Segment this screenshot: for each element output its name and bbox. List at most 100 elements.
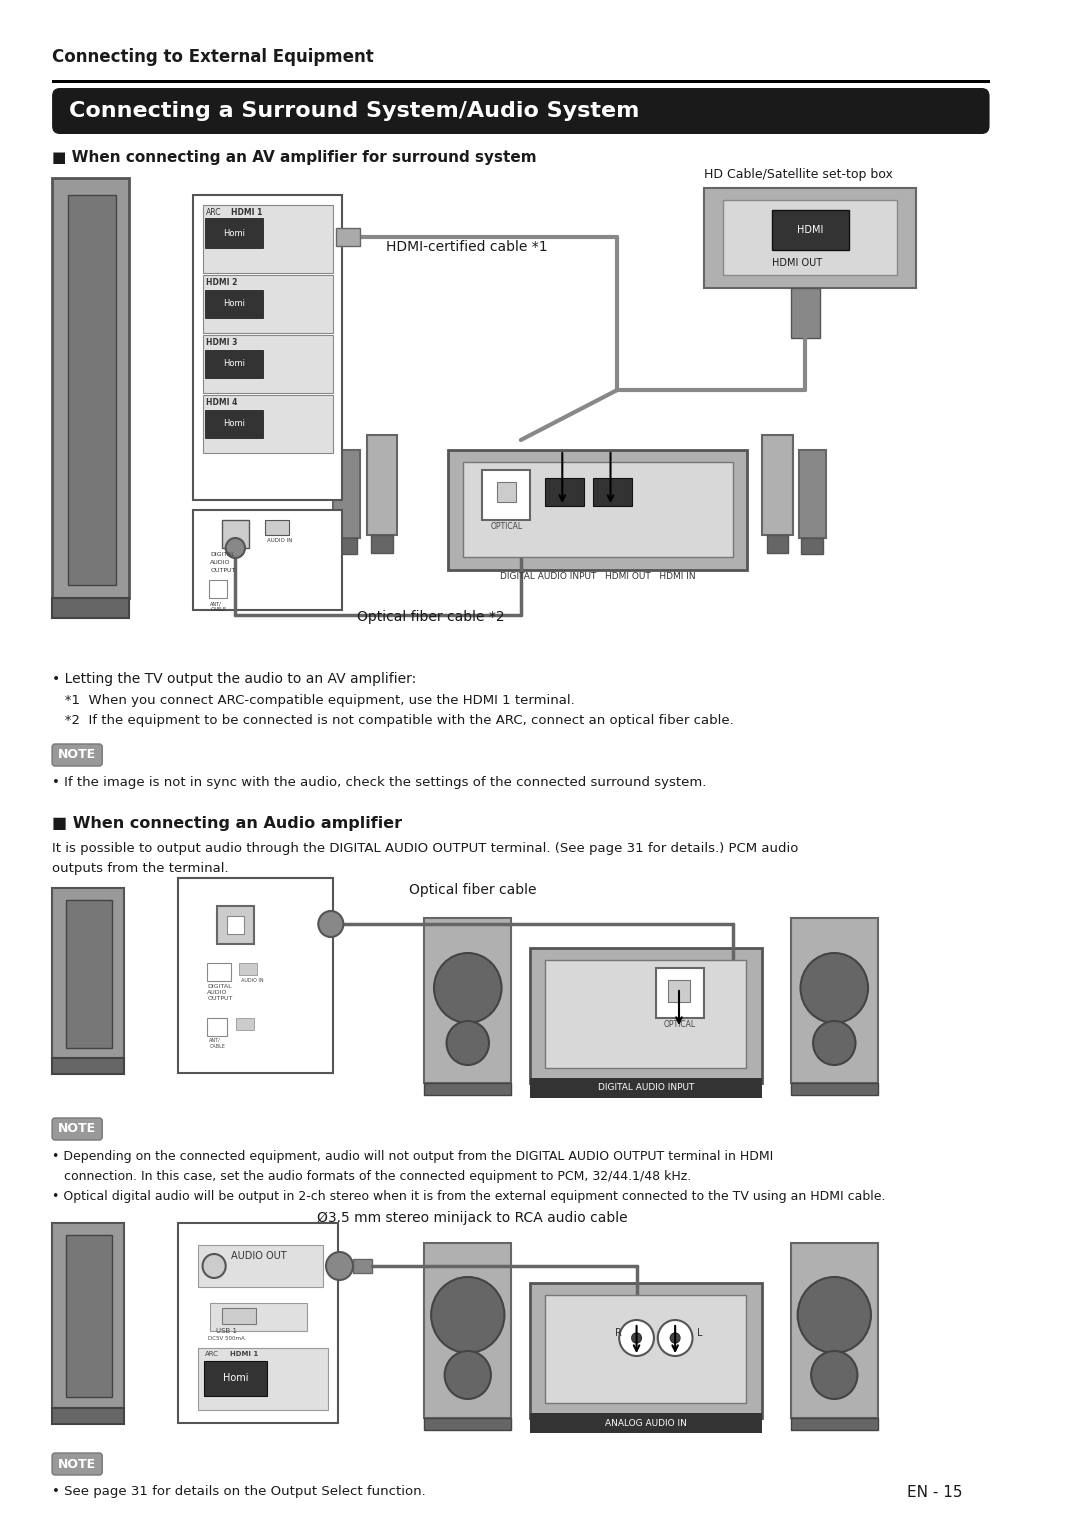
Text: Homi: Homi (224, 359, 245, 368)
Circle shape (434, 953, 501, 1023)
Bar (798, 450, 825, 538)
Bar (333, 450, 360, 538)
Text: OUTPUT: OUTPUT (211, 568, 235, 573)
Bar (424, 1243, 511, 1419)
Bar (207, 964, 231, 980)
Bar (52, 79, 989, 82)
Text: HDMI: HDMI (797, 224, 823, 235)
Text: HDMI 3: HDMI 3 (206, 337, 238, 347)
Bar (52, 599, 130, 618)
Bar (530, 948, 762, 1083)
Bar (204, 1361, 267, 1396)
Bar (336, 538, 356, 554)
Bar (52, 179, 130, 599)
Bar (221, 521, 248, 548)
Text: Homi: Homi (224, 420, 245, 429)
Bar (545, 478, 583, 505)
Text: DIGITAL: DIGITAL (211, 551, 234, 557)
FancyBboxPatch shape (52, 89, 989, 134)
Bar (221, 1309, 256, 1324)
FancyBboxPatch shape (52, 744, 103, 767)
Bar (52, 1058, 124, 1073)
Bar (530, 1412, 762, 1432)
Circle shape (658, 1319, 692, 1356)
Text: Homi: Homi (224, 229, 245, 238)
Bar (366, 435, 397, 534)
Bar (239, 964, 257, 976)
Bar (52, 1223, 124, 1408)
FancyBboxPatch shape (52, 1454, 103, 1475)
Text: Homi: Homi (222, 1373, 248, 1383)
Text: • Depending on the connected equipment, audio will not output from the DIGITAL A: • Depending on the connected equipment, … (52, 1150, 773, 1164)
Text: Homi: Homi (224, 299, 245, 308)
Text: AUDIO OUT: AUDIO OUT (231, 1251, 287, 1261)
Bar (203, 275, 333, 333)
Text: DIGITAL AUDIO INPUT: DIGITAL AUDIO INPUT (598, 1084, 694, 1092)
Text: *2  If the equipment to be connected is not compatible with the ARC, connect an : *2 If the equipment to be connected is n… (52, 715, 733, 727)
Text: ARC: ARC (206, 208, 221, 217)
Bar (372, 534, 392, 553)
Bar (178, 1223, 338, 1423)
Bar (203, 395, 333, 454)
Text: ■ When connecting an Audio amplifier: ■ When connecting an Audio amplifier (52, 815, 402, 831)
Bar (205, 290, 264, 318)
Circle shape (446, 1022, 489, 1064)
Bar (68, 195, 116, 585)
Text: AUDIO: AUDIO (211, 560, 231, 565)
Text: It is possible to output audio through the DIGITAL AUDIO OUTPUT terminal. (See p: It is possible to output audio through t… (52, 841, 798, 855)
Text: AUDIO IN: AUDIO IN (267, 538, 293, 544)
Circle shape (671, 1333, 680, 1344)
Bar (66, 899, 112, 1048)
Text: ANT/
CABLE: ANT/ CABLE (211, 602, 226, 612)
Text: *1  When you connect ARC-compatible equipment, use the HDMI 1 terminal.: *1 When you connect ARC-compatible equip… (52, 693, 575, 707)
Bar (791, 918, 878, 1083)
Bar (336, 228, 360, 246)
Bar (724, 200, 897, 275)
Bar (762, 435, 793, 534)
Bar (424, 1083, 511, 1095)
Bar (66, 1235, 112, 1397)
Text: NOTE: NOTE (58, 1122, 96, 1136)
Bar (424, 918, 511, 1083)
Circle shape (431, 1277, 504, 1353)
Bar (198, 1245, 323, 1287)
Text: HDMI 4: HDMI 4 (206, 399, 238, 408)
Bar (203, 205, 333, 273)
Bar (771, 211, 849, 250)
Circle shape (619, 1319, 653, 1356)
Bar (656, 968, 704, 1019)
Bar (178, 878, 333, 1073)
Text: • If the image is not in sync with the audio, check the settings of the connecte: • If the image is not in sync with the a… (52, 776, 706, 789)
Bar (217, 906, 254, 944)
Bar (497, 483, 516, 502)
Bar (193, 195, 342, 499)
Text: OPTICAL: OPTICAL (490, 522, 523, 531)
Bar (801, 538, 823, 554)
Bar (52, 889, 124, 1058)
Bar (198, 1348, 328, 1409)
Bar (593, 478, 632, 505)
Text: NOTE: NOTE (58, 748, 96, 762)
Bar (791, 1083, 878, 1095)
Text: DC5V 500mA: DC5V 500mA (208, 1336, 245, 1341)
Circle shape (445, 1351, 491, 1399)
Circle shape (798, 1277, 870, 1353)
Text: AUDIO IN: AUDIO IN (241, 977, 264, 983)
Text: connection. In this case, set the audio formats of the connected equipment to PC: connection. In this case, set the audio … (52, 1170, 691, 1183)
Text: Connecting a Surround System/Audio System: Connecting a Surround System/Audio Syste… (69, 101, 639, 121)
Text: R: R (616, 1328, 622, 1338)
Bar (211, 1303, 307, 1332)
Text: OPTICAL: OPTICAL (664, 1020, 696, 1029)
Bar (205, 350, 264, 379)
Circle shape (813, 1022, 855, 1064)
Bar (791, 1243, 878, 1419)
Bar (207, 1019, 227, 1035)
Bar (52, 1408, 124, 1425)
Text: DIGITAL AUDIO INPUT   HDMI OUT   HDMI IN: DIGITAL AUDIO INPUT HDMI OUT HDMI IN (500, 573, 696, 580)
Bar (205, 411, 264, 438)
Text: DIGITAL
AUDIO
OUTPUT: DIGITAL AUDIO OUTPUT (207, 983, 233, 1000)
Text: HD Cable/Satellite set-top box: HD Cable/Satellite set-top box (704, 168, 893, 182)
Text: NOTE: NOTE (58, 1457, 96, 1471)
Bar (483, 470, 530, 521)
Text: ARC: ARC (204, 1351, 218, 1358)
